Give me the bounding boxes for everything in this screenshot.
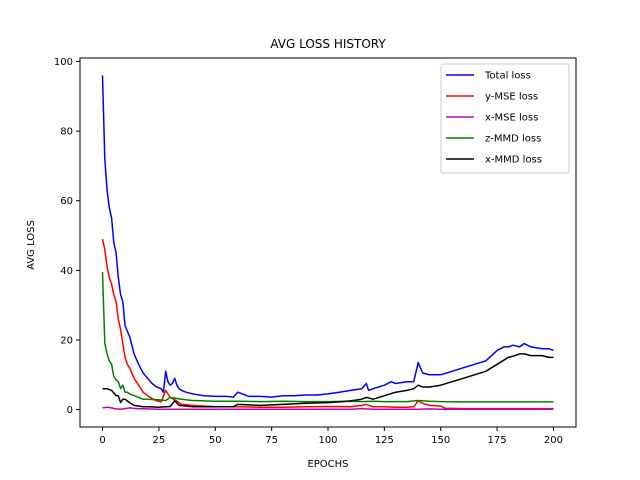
x-tick-label: 150 xyxy=(431,435,450,446)
x-axis-ticks: 0 25 50 75 100 125 150 175 200 xyxy=(99,427,563,446)
y-tick-label: 80 xyxy=(60,127,73,138)
y-tick-label: 60 xyxy=(60,196,73,207)
y-tick-label: 40 xyxy=(60,266,73,277)
legend-label-z-mmd-loss: z-MMD loss xyxy=(485,134,541,145)
y-tick-label: 0 xyxy=(67,405,73,416)
series-line-x-mmd-loss xyxy=(102,353,554,408)
legend-box xyxy=(440,63,570,174)
series-line-z-mmd-loss xyxy=(101,272,554,403)
legend: Total loss y-MSE loss x-MSE loss z-MMD loss… xyxy=(440,63,570,174)
legend-label-total-loss: Total loss xyxy=(484,71,531,82)
x-tick-label: 75 xyxy=(265,435,278,446)
y-axis-label: AVG LOSS xyxy=(26,220,37,270)
x-tick-label: 200 xyxy=(544,435,563,446)
x-tick-label: 125 xyxy=(375,435,394,446)
x-tick-label: 50 xyxy=(209,435,222,446)
legend-label-y-mse-loss: y-MSE loss xyxy=(485,92,538,103)
legend-label-x-mmd-loss: x-MMD loss xyxy=(485,155,542,166)
x-tick-label: 175 xyxy=(488,435,507,446)
y-tick-label: 20 xyxy=(60,335,73,346)
series-line-total-loss xyxy=(101,75,554,398)
y-axis-ticks: 0 20 40 60 80 100 xyxy=(54,57,80,416)
series-line-y-mse-loss xyxy=(101,238,554,410)
series-layer xyxy=(101,75,554,410)
series-line-x-mse-loss xyxy=(102,406,554,410)
x-tick-label: 0 xyxy=(99,435,105,446)
x-axis-label: EPOCHS xyxy=(307,459,348,470)
y-tick-label: 100 xyxy=(54,57,73,68)
chart-title: AVG LOSS HISTORY xyxy=(270,37,386,51)
x-tick-label: 25 xyxy=(153,435,166,446)
legend-label-x-mse-loss: x-MSE loss xyxy=(485,113,538,124)
x-tick-label: 100 xyxy=(318,435,337,446)
